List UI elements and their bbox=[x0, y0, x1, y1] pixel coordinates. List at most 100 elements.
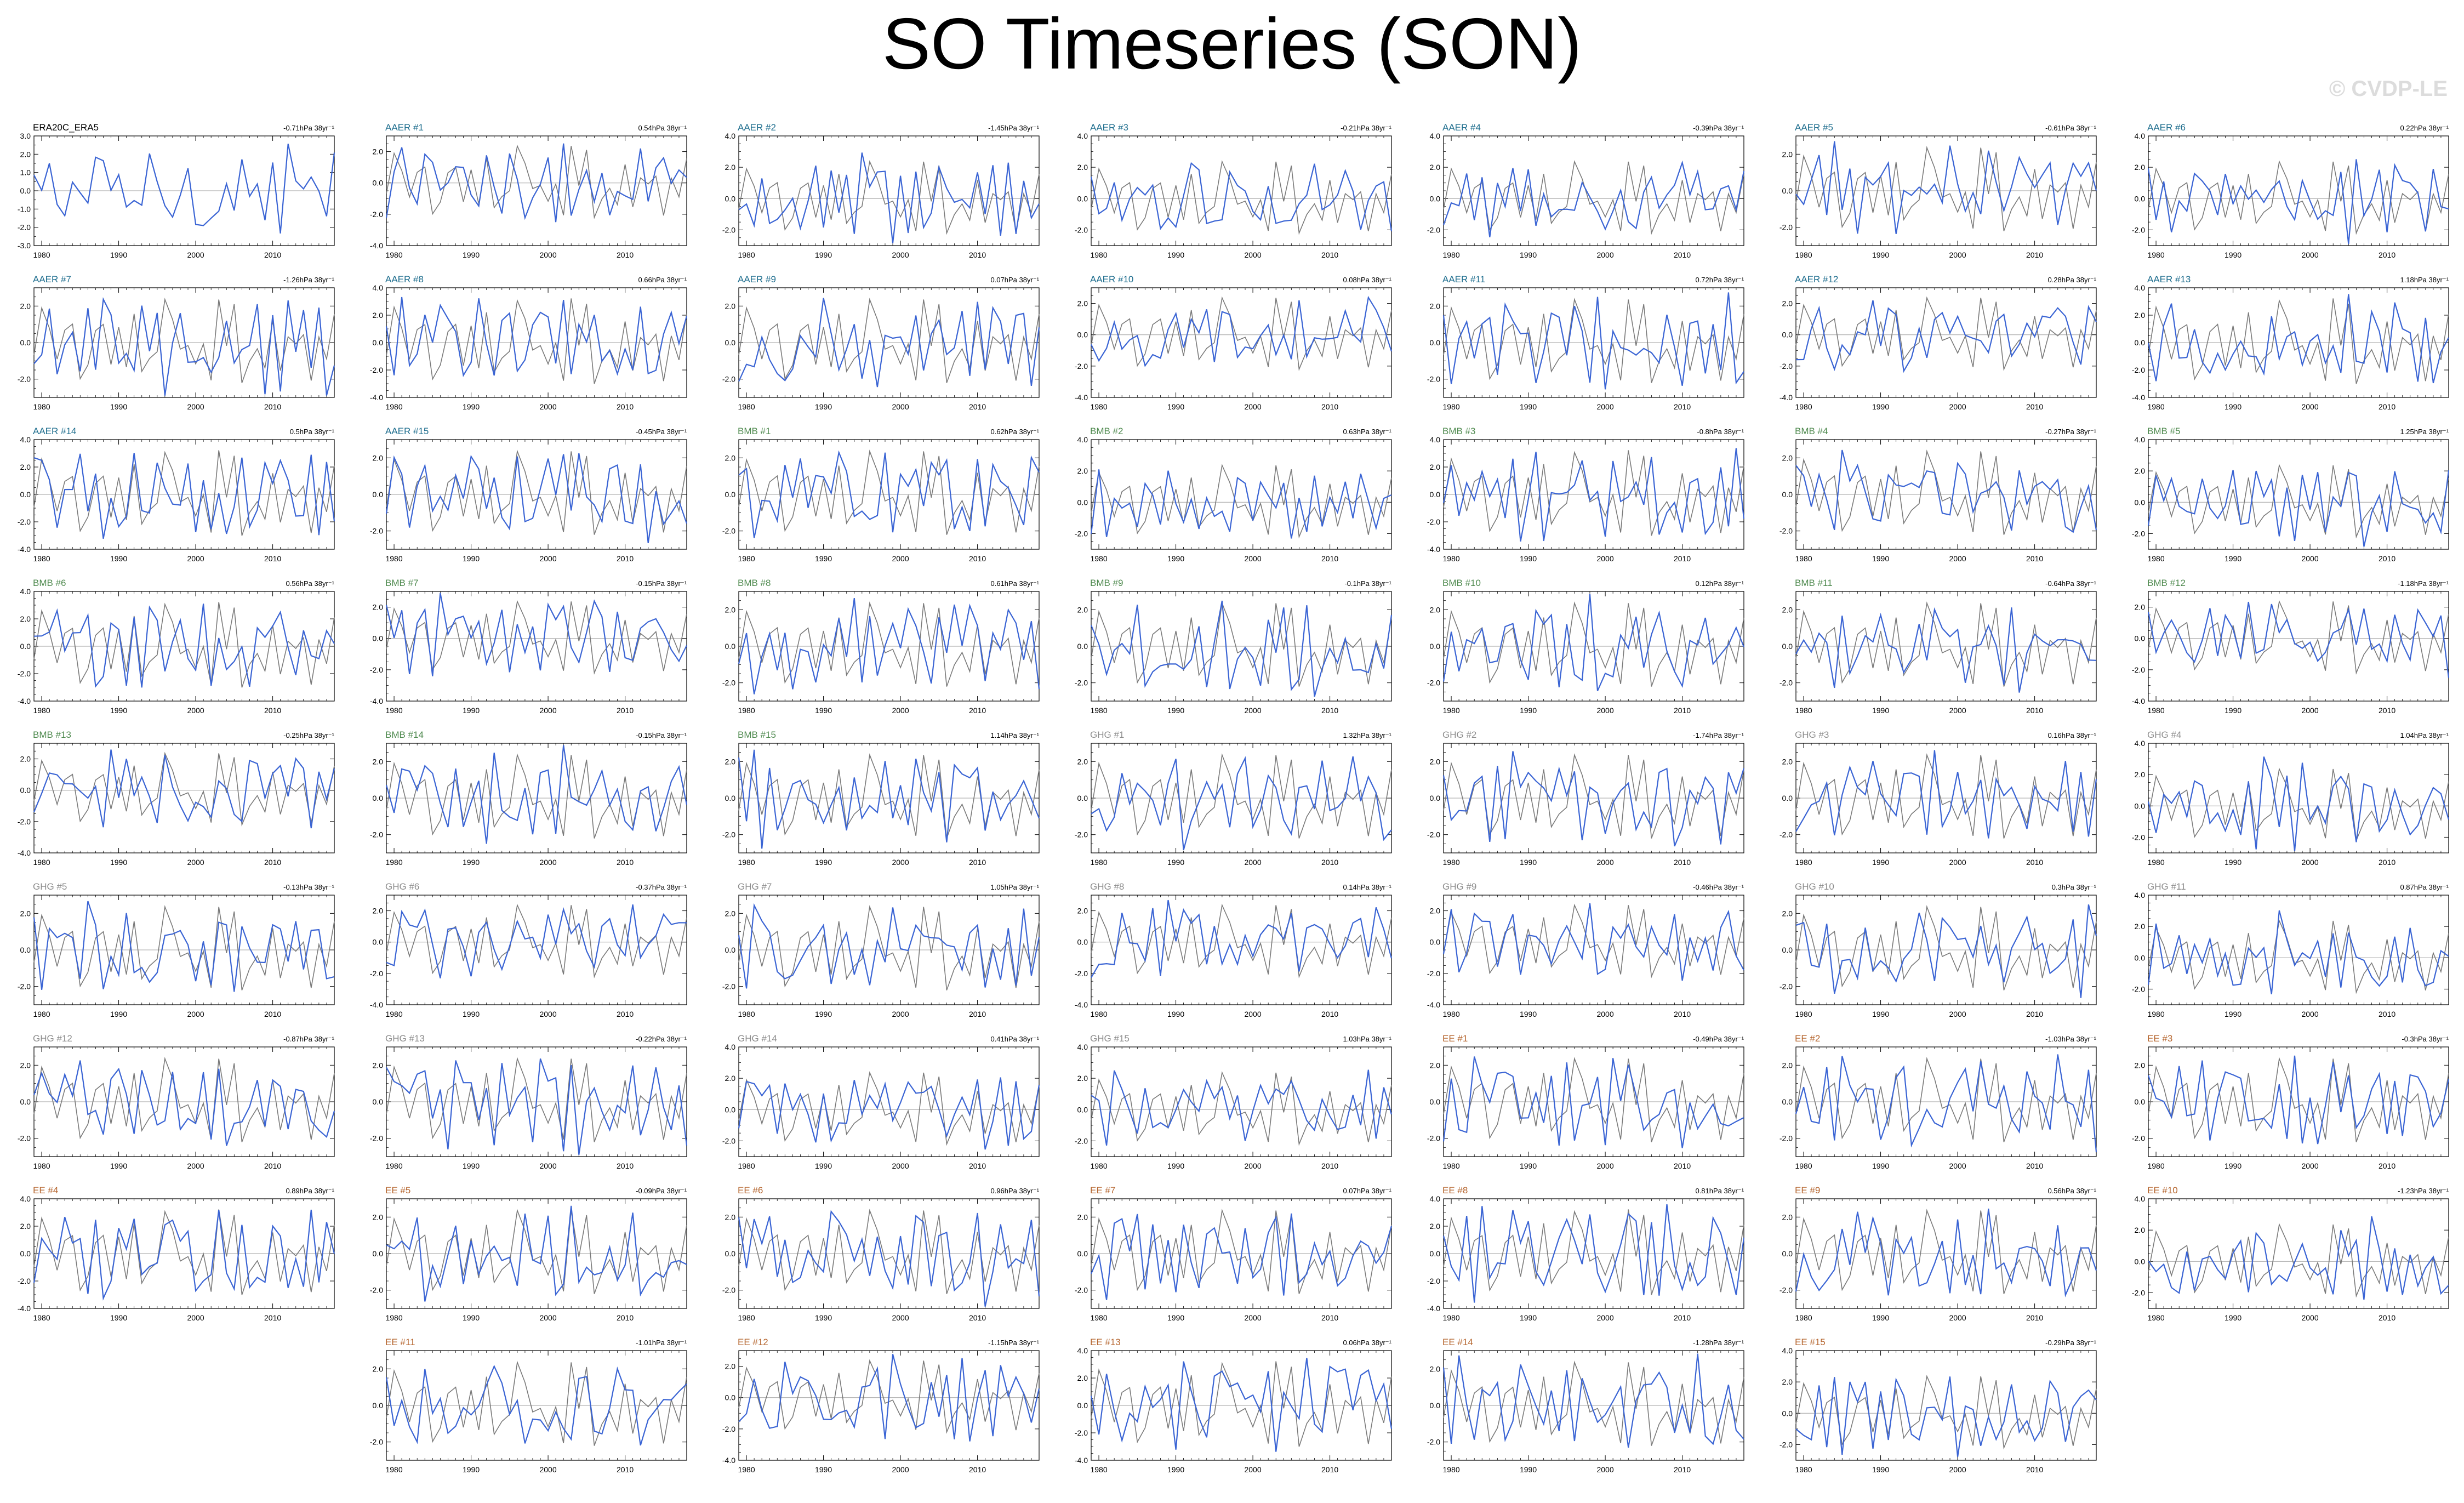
panel-title: GHG #12 bbox=[33, 1033, 72, 1044]
y-tick-label: 0.0 bbox=[373, 938, 384, 947]
member-line bbox=[1442, 751, 1745, 847]
y-tick-label: -2.0 bbox=[722, 982, 735, 991]
x-tick-label: 2010 bbox=[2379, 251, 2395, 259]
x-tick-label: 1980 bbox=[2147, 251, 2164, 259]
x-tick-label: 2000 bbox=[539, 1162, 556, 1170]
y-tick-label: 2.0 bbox=[373, 453, 384, 462]
member-line bbox=[1090, 600, 1393, 697]
x-tick-label: 2000 bbox=[539, 251, 556, 259]
y-tick-label: -2.0 bbox=[1779, 362, 1793, 371]
y-tick-label: 0.0 bbox=[1077, 642, 1088, 651]
x-tick-label: 2000 bbox=[187, 554, 204, 563]
ensemble-line bbox=[1091, 753, 1392, 839]
y-tick-label: 4.0 bbox=[20, 435, 31, 444]
y-tick-label: -4.0 bbox=[370, 697, 383, 705]
panel-trend: -0.21hPa 38yr⁻¹ bbox=[1341, 124, 1392, 132]
y-tick-label: 0.0 bbox=[1430, 194, 1441, 203]
y-tick-label: 4.0 bbox=[2135, 132, 2146, 140]
x-tick-label: 2010 bbox=[1321, 402, 1338, 411]
x-tick-label: 1980 bbox=[2147, 858, 2164, 867]
x-tick-label: 1990 bbox=[1520, 1010, 1537, 1018]
panel-trend: -1.74hPa 38yr⁻¹ bbox=[1693, 731, 1744, 739]
y-tick-label: -4.0 bbox=[1075, 1000, 1088, 1009]
member-line bbox=[385, 297, 688, 377]
x-tick-label: 1990 bbox=[1167, 706, 1184, 715]
x-tick-label: 1980 bbox=[33, 554, 50, 563]
panel-trend: 0.28hPa 38yr⁻¹ bbox=[2047, 276, 2096, 284]
panel: GHG #10 0.3hPa 38yr⁻¹ 2.0 0.0 -2.0 1980 1990 20… bbox=[1779, 881, 2097, 1018]
y-tick-label: -2.0 bbox=[1779, 830, 1793, 839]
y-tick-label: 0.0 bbox=[725, 794, 736, 802]
x-tick-label: 2010 bbox=[264, 1010, 281, 1018]
y-tick-label: 2.0 bbox=[1782, 909, 1793, 918]
x-tick-label: 2000 bbox=[1244, 706, 1261, 715]
x-tick-label: 2010 bbox=[617, 858, 634, 867]
x-tick-label: 1980 bbox=[2147, 706, 2164, 715]
panel-title: GHG #5 bbox=[33, 881, 67, 892]
x-tick-label: 1980 bbox=[1442, 402, 1459, 411]
x-tick-label: 1980 bbox=[33, 1010, 50, 1018]
member-line bbox=[385, 143, 687, 223]
panel: BMB #1 0.62hPa 38yr⁻¹ 2.0 0.0 -2.0 1980 1990 20… bbox=[722, 426, 1040, 563]
member-line bbox=[1795, 750, 2097, 839]
x-tick-label: 1990 bbox=[1872, 858, 1889, 867]
y-tick-label: 0.0 bbox=[1782, 794, 1793, 802]
x-tick-label: 2010 bbox=[2379, 554, 2395, 563]
x-tick-label: 1980 bbox=[1090, 251, 1107, 259]
y-tick-label: 0.0 bbox=[725, 1105, 736, 1114]
panel-trend: -0.45hPa 38yr⁻¹ bbox=[636, 428, 687, 436]
member-line bbox=[1091, 295, 1393, 367]
y-tick-label: -2.0 bbox=[2132, 225, 2145, 234]
panel: AAER #15 -0.45hPa 38yr⁻¹ 2.0 0.0 -2.0 1980 199… bbox=[370, 426, 688, 563]
plot-frame bbox=[1443, 895, 1744, 1005]
panel-title: AAER #14 bbox=[33, 426, 76, 436]
y-tick-label: 0.0 bbox=[1782, 642, 1793, 651]
x-tick-label: 1990 bbox=[463, 402, 480, 411]
panel-trend: -1.18hPa 38yr⁻¹ bbox=[2398, 579, 2449, 588]
y-tick-label: 0.0 bbox=[20, 642, 31, 651]
x-tick-label: 1990 bbox=[463, 1010, 480, 1018]
panel-title: GHG #7 bbox=[738, 881, 772, 892]
panel-trend: 1.18hPa 38yr⁻¹ bbox=[2400, 276, 2449, 284]
ensemble-line bbox=[1443, 753, 1744, 839]
x-tick-label: 2000 bbox=[539, 706, 556, 715]
panel-title: AAER #3 bbox=[1090, 122, 1128, 133]
panel-trend: 0.22hPa 38yr⁻¹ bbox=[2400, 124, 2449, 132]
x-tick-label: 1990 bbox=[1167, 554, 1184, 563]
x-tick-label: 1980 bbox=[738, 251, 755, 259]
x-tick-label: 2010 bbox=[264, 402, 281, 411]
plot-frame bbox=[2148, 743, 2449, 853]
member-line bbox=[33, 1060, 335, 1146]
y-tick-label: 0.0 bbox=[20, 490, 31, 499]
y-tick-label: 3.0 bbox=[20, 132, 31, 140]
y-tick-label: 2.0 bbox=[1430, 301, 1441, 310]
panel-title: BMB #4 bbox=[1795, 426, 1828, 436]
x-tick-label: 1990 bbox=[1520, 251, 1537, 259]
panel-title: BMB #11 bbox=[1795, 578, 1833, 588]
x-tick-label: 1990 bbox=[1872, 402, 1889, 411]
y-tick-label: 2.0 bbox=[1782, 453, 1793, 462]
x-tick-label: 1990 bbox=[110, 1162, 127, 1170]
x-tick-label: 2000 bbox=[539, 402, 556, 411]
x-tick-label: 2010 bbox=[969, 1010, 986, 1018]
ensemble-line bbox=[738, 905, 1040, 990]
panel-trend: 0.5hPa 38yr⁻¹ bbox=[290, 428, 335, 436]
panel: AAER #5 -0.61hPa 38yr⁻¹ 2.0 0.0 -2.0 1980 1990… bbox=[1779, 122, 2097, 259]
x-tick-label: 2010 bbox=[1674, 402, 1691, 411]
y-tick-label: -2.0 bbox=[18, 223, 31, 232]
y-tick-label: 0.0 bbox=[1782, 490, 1793, 499]
y-tick-label: 2.0 bbox=[20, 463, 31, 471]
x-tick-label: 1990 bbox=[1167, 251, 1184, 259]
panel: BMB #11 -0.64hPa 38yr⁻¹ 2.0 0.0 -2.0 1980 1990… bbox=[1779, 578, 2097, 715]
member-line bbox=[738, 749, 1040, 849]
panel-trend: 0.14hPa 38yr⁻¹ bbox=[1343, 883, 1391, 891]
y-tick-label: 2.0 bbox=[2135, 922, 2146, 931]
y-tick-label: -2.0 bbox=[1427, 679, 1440, 687]
ensemble-line bbox=[1443, 450, 1744, 536]
member-line bbox=[2147, 910, 2449, 994]
panel-trend: -0.64hPa 38yr⁻¹ bbox=[2045, 579, 2097, 588]
member-line bbox=[385, 745, 688, 844]
y-tick-label: 4.0 bbox=[20, 587, 31, 596]
y-tick-label: 4.0 bbox=[1430, 132, 1441, 140]
